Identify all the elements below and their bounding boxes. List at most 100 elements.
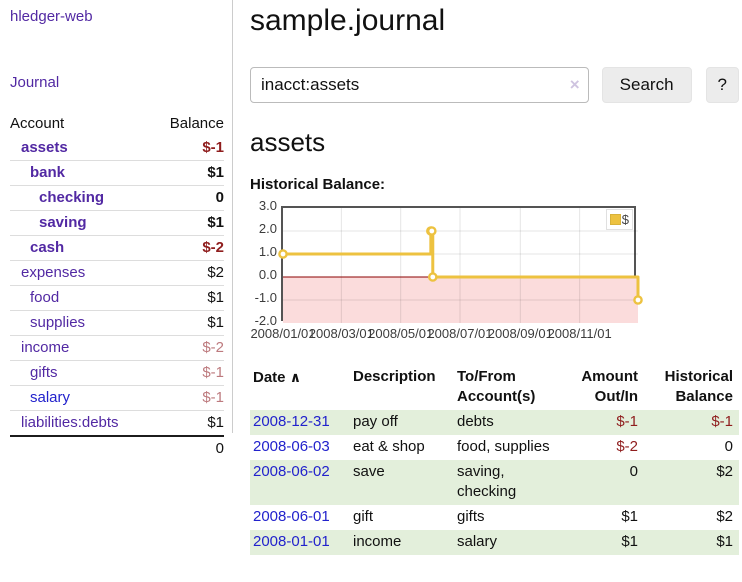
transaction-balance: $2 — [716, 508, 733, 525]
transaction-row[interactable]: 2008-06-03 eat & shop food, supplies $-2 0 — [250, 435, 739, 460]
account-row-bank: bank $1 — [10, 160, 224, 185]
y-tick-label: 2.0 — [258, 221, 277, 236]
account-link[interactable]: checking — [39, 189, 105, 206]
account-row-assets: assets $-1 — [10, 136, 224, 160]
account-link[interactable]: assets — [21, 139, 68, 156]
transaction-date-link[interactable]: 2008-06-03 — [253, 438, 330, 455]
account-link[interactable]: salary — [30, 389, 71, 406]
transaction-balance: $2 — [716, 463, 733, 480]
legend-swatch-icon — [609, 214, 621, 225]
x-tick-label: 2008/11/01 — [547, 326, 612, 341]
chart-canvas — [278, 208, 643, 323]
account-link[interactable]: food — [30, 289, 60, 306]
account-balance: $1 — [207, 314, 224, 331]
transaction-description: income — [353, 533, 402, 550]
app-brand-link[interactable]: hledger-web — [10, 8, 93, 25]
account-balance: $-2 — [202, 339, 224, 356]
transaction-balance: $-1 — [711, 413, 733, 430]
account-row-income: income $-2 — [10, 335, 224, 360]
account-link[interactable]: cash — [30, 239, 65, 256]
account-balance: $-2 — [202, 239, 224, 256]
account-link[interactable]: income — [21, 339, 70, 356]
transaction-date-link[interactable]: 2008-06-01 — [253, 508, 330, 525]
search-input[interactable] — [250, 67, 589, 103]
transaction-description: gift — [353, 508, 374, 525]
search-box: × — [250, 67, 589, 103]
sort-asc-icon: ∧ — [289, 369, 302, 385]
search-button[interactable]: Search — [601, 67, 692, 103]
account-row-checking: checking 0 — [10, 185, 224, 210]
column-header-amount: Amount Out/In — [581, 368, 638, 405]
transaction-date-link[interactable]: 2008-01-01 — [253, 533, 330, 550]
y-tick-label: 1.0 — [258, 244, 277, 259]
transaction-balance: 0 — [724, 438, 733, 455]
transaction-row[interactable]: 2008-06-02 save saving, checking 0 $2 — [250, 460, 739, 505]
accounts-rows: assets $-1 bank $1 checking 0 saving $1 cash $-2 e… — [10, 136, 224, 435]
account-balance: $2 — [207, 264, 224, 281]
account-row-expenses: expenses $2 — [10, 260, 224, 285]
account-row-supplies: supplies $1 — [10, 310, 224, 335]
search-form: × Search ? — [250, 67, 739, 103]
page-title: sample.journal — [250, 4, 446, 37]
transaction-amount: $-2 — [616, 438, 638, 455]
account-balance: $-1 — [202, 139, 224, 156]
main-content: sample.journal × Search ? assets Histori… — [250, 0, 739, 555]
x-tick-label: 2008/03/01 — [308, 326, 374, 341]
transaction-amount: 0 — [629, 463, 638, 480]
sidebar: hledger-web Journal Account Balance asse… — [0, 0, 233, 457]
transaction-amount: $1 — [621, 533, 638, 550]
accounts-header-account: Account — [10, 115, 65, 132]
column-header-accounts: To/From Account(s) — [457, 368, 536, 405]
account-balance: $1 — [207, 289, 224, 306]
transaction-description: pay off — [353, 413, 398, 430]
account-row-food: food $1 — [10, 285, 224, 310]
y-tick-label: -2.0 — [254, 313, 277, 328]
transaction-amount: $1 — [621, 508, 638, 525]
nav-journal-link[interactable]: Journal — [10, 74, 60, 91]
transaction-accounts: food, supplies — [457, 438, 550, 455]
accounts-total-value: 0 — [215, 440, 224, 457]
account-balance: 0 — [215, 189, 224, 206]
account-link[interactable]: saving — [39, 214, 87, 231]
accounts-table: Account Balance assets $-1 bank $1 checking 0… — [10, 112, 224, 461]
account-balance: $1 — [207, 164, 224, 181]
y-tick-label: -1.0 — [254, 290, 277, 305]
accounts-table-header: Account Balance — [10, 112, 224, 136]
x-tick-label: 2008/05/01 — [368, 326, 434, 341]
account-row-cash: cash $-2 — [10, 235, 224, 260]
account-link[interactable]: gifts — [30, 364, 58, 381]
account-balance: $1 — [207, 414, 224, 431]
y-tick-label: 3.0 — [258, 198, 277, 213]
transaction-accounts: saving, checking — [457, 463, 517, 500]
column-header-description: Description — [353, 368, 436, 385]
account-link[interactable]: liabilities:debts — [21, 414, 119, 431]
chart-label: Historical Balance: — [250, 176, 386, 193]
account-balance: $-1 — [202, 364, 224, 381]
transaction-amount: $-1 — [616, 413, 638, 430]
chart-plot-area[interactable]: $ — [278, 206, 643, 323]
transaction-date-link[interactable]: 2008-06-02 — [253, 463, 330, 480]
account-link[interactable]: expenses — [21, 264, 86, 281]
y-tick-label: 0.0 — [258, 267, 277, 282]
account-row-gifts: gifts $-1 — [10, 360, 224, 385]
account-row-salary: salary $-1 — [10, 385, 224, 410]
column-header-balance: Historical Balance — [664, 368, 733, 405]
x-tick-label: 2008/01/01 — [250, 326, 316, 341]
account-link[interactable]: supplies — [30, 314, 86, 331]
transaction-row[interactable]: 2008-01-01 income salary $1 $1 — [250, 530, 739, 555]
clear-search-icon[interactable]: × — [569, 75, 580, 94]
accounts-total-row: 0 — [10, 435, 224, 461]
transaction-date-link[interactable]: 2008-12-31 — [253, 413, 330, 430]
column-header-date[interactable]: Date ∧ — [253, 369, 302, 386]
chart-legend: $ — [605, 209, 633, 230]
account-balance: $1 — [207, 214, 224, 231]
x-tick-label: 2008/07/01 — [427, 326, 493, 341]
help-button[interactable]: ? — [705, 67, 739, 103]
transaction-accounts: debts — [457, 413, 494, 430]
legend-label: $ — [621, 212, 629, 227]
transactions-table: Date ∧ Description To/From Account(s) Am… — [250, 365, 739, 555]
transaction-row[interactable]: 2008-12-31 pay off debts $-1 $-1 — [250, 410, 739, 435]
account-row-saving: saving $1 — [10, 210, 224, 235]
account-link[interactable]: bank — [30, 164, 66, 181]
transaction-row[interactable]: 2008-06-01 gift gifts $1 $2 — [250, 505, 739, 530]
